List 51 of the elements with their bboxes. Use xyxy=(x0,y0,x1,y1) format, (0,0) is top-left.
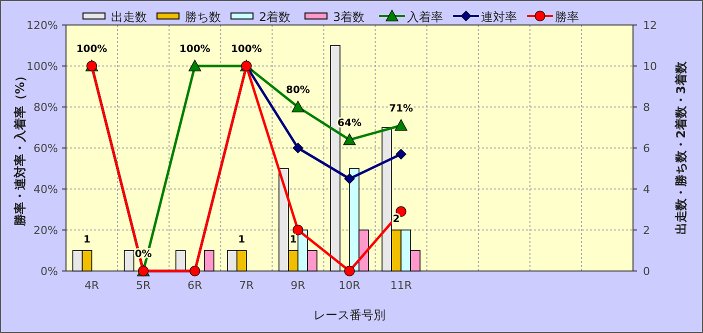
y2-axis-title: 出走数・勝ち数・2着数・3着数 xyxy=(674,60,688,234)
x-axis-title: レース番号別 xyxy=(314,308,386,322)
legend-label: 2着数 xyxy=(259,10,291,24)
point xyxy=(344,266,355,276)
x-tick-label: 4R xyxy=(84,279,100,292)
y2-tick-label: 0 xyxy=(643,265,650,278)
y-tick-label: 20% xyxy=(34,224,58,237)
legend-label: 連対率 xyxy=(481,10,517,24)
point xyxy=(394,119,408,131)
bar xyxy=(175,250,186,272)
x-tick-label: 9R xyxy=(290,279,306,292)
data-label: 100% xyxy=(76,44,108,55)
legend-label: 出走数 xyxy=(111,10,147,24)
y-tick-label: 100% xyxy=(26,60,58,73)
x-tick-label: 6R xyxy=(188,279,203,292)
x-tick-label: 5R xyxy=(136,279,151,292)
x-tick-label: 10R xyxy=(338,279,361,292)
data-label: 1 xyxy=(84,234,91,246)
y-tick-label: 80% xyxy=(34,101,58,114)
y-tick-label: 0% xyxy=(40,265,58,278)
data-label: 1 xyxy=(238,234,246,246)
data-label: 100% xyxy=(179,44,210,55)
y-axis-title: 勝率・連対率・入着率（%） xyxy=(13,70,27,228)
point xyxy=(292,142,304,154)
point xyxy=(292,224,304,236)
y2-tick-label: 6 xyxy=(643,142,650,155)
data-label: 80% xyxy=(286,85,310,96)
y-tick-label: 60% xyxy=(34,142,58,155)
y2-tick-label: 8 xyxy=(643,101,650,114)
legend-label: 入着率 xyxy=(407,10,443,24)
x-tick-label: 7R xyxy=(239,279,254,292)
bar xyxy=(124,250,134,272)
point xyxy=(396,148,406,160)
data-label: 100% xyxy=(230,44,262,55)
y2-tick-label: 10 xyxy=(643,60,657,73)
legend-label: 3着数 xyxy=(333,10,365,24)
legend-label: 勝率 xyxy=(555,10,579,24)
bar xyxy=(204,250,214,272)
point xyxy=(343,134,356,146)
y2-tick-label: 4 xyxy=(643,183,650,196)
y-tick-label: 40% xyxy=(34,183,58,196)
legend-label: 勝ち数 xyxy=(185,10,221,24)
point xyxy=(292,100,304,112)
point xyxy=(344,173,355,184)
data-label: 1 xyxy=(290,234,297,246)
x-tick-label: 11R xyxy=(390,279,412,292)
y-tick-label: 120% xyxy=(26,19,58,32)
y2-tick-label: 12 xyxy=(643,19,657,32)
y2-tick-label: 2 xyxy=(643,224,650,237)
data-label: 71% xyxy=(389,103,414,114)
point xyxy=(188,60,202,72)
